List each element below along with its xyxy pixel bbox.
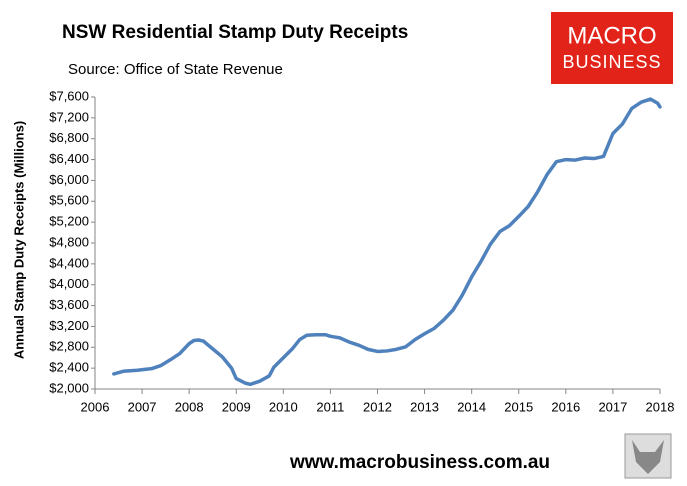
y-tick-label: $6,000 — [49, 172, 89, 187]
y-tick-label: $7,600 — [49, 88, 89, 103]
logo-box — [551, 12, 673, 84]
x-tick-label: 2007 — [128, 399, 157, 414]
x-tick-label: 2008 — [175, 399, 204, 414]
x-tick-label: 2013 — [410, 399, 439, 414]
x-tick-label: 2018 — [646, 399, 675, 414]
x-tick-label: 2015 — [504, 399, 533, 414]
y-tick-label: $4,400 — [49, 255, 89, 270]
logo-text: BUSINESS — [562, 52, 661, 72]
x-tick-label: 2014 — [457, 399, 486, 414]
y-tick-label: $6,800 — [49, 130, 89, 145]
logo-text: MACRO — [567, 22, 656, 49]
series-line — [112, 97, 662, 387]
y-tick-label: $4,000 — [49, 276, 89, 291]
y-tick-label: $2,800 — [49, 339, 89, 354]
y-tick-label: $3,600 — [49, 297, 89, 312]
chart-title: NSW Residential Stamp Duty Receipts — [62, 22, 408, 43]
x-tick-label: 2016 — [551, 399, 580, 414]
x-tick-label: 2009 — [222, 399, 251, 414]
x-tick-label: 2012 — [363, 399, 392, 414]
y-tick-label: $3,200 — [49, 318, 89, 333]
y-tick-label: $2,000 — [49, 380, 89, 395]
y-axis-label: Annual Stamp Duty Receipts (Millions) — [11, 121, 26, 359]
x-tick-label: 2006 — [81, 399, 110, 414]
chart-subtitle: Source: Office of State Revenue — [68, 61, 283, 78]
y-tick-label: $6,400 — [49, 151, 89, 166]
y-tick-label: $4,800 — [49, 234, 89, 249]
y-tick-label: $7,200 — [49, 109, 89, 124]
footer: www.macrobusiness.com.au — [289, 452, 550, 473]
x-tick-label: 2010 — [269, 399, 298, 414]
fox-icon — [632, 440, 664, 474]
y-tick-label: $5,600 — [49, 193, 89, 208]
x-tick-label: 2011 — [316, 399, 344, 414]
x-tick-label: 2017 — [598, 399, 627, 414]
y-tick-label: $5,200 — [49, 214, 89, 229]
y-tick-label: $2,400 — [49, 360, 89, 375]
